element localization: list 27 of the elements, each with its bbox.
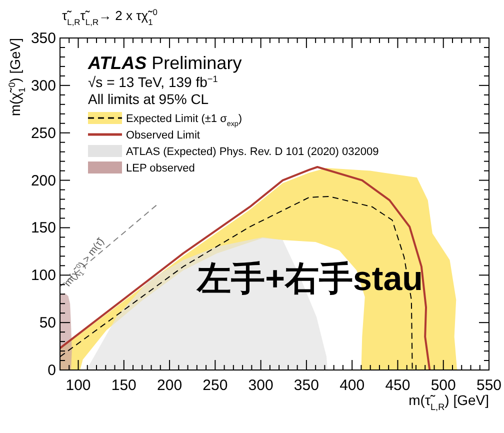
x-tick-label: 100	[66, 377, 91, 394]
x-tick-label: 150	[111, 377, 136, 394]
x-tick-label: 300	[248, 377, 274, 394]
x-tick-label: 250	[202, 377, 228, 394]
y-tick-label: 300	[30, 77, 56, 94]
annotation: All limits at 95% CL	[88, 91, 209, 107]
annotation: 左手+右手stau	[196, 260, 423, 298]
x-tick-label: 550	[476, 377, 502, 394]
legend-label: Expected Limit (±1 σ$_{exp}$)	[126, 113, 242, 128]
x-tick-label: 400	[340, 377, 365, 394]
legend-label: LEP observed	[126, 162, 195, 174]
x-tick-label: 450	[385, 377, 410, 394]
x-axis-title: m(τ̃$_{L,R}$) [GeV]	[408, 392, 489, 412]
legend-label: Observed Limit	[126, 130, 200, 142]
y-tick-label: 150	[30, 220, 56, 237]
x-tick-label: 200	[157, 377, 182, 394]
y-tick-label: 250	[30, 124, 56, 142]
legend-label: ATLAS (Expected) Phys. Rev. D 101 (2020) 032009	[126, 146, 379, 158]
y-tick-label: 100	[30, 267, 56, 284]
y-tick-label: 50	[39, 314, 56, 332]
y-tick-label: 350	[30, 30, 56, 47]
y-tick-label: 200	[30, 172, 56, 190]
x-tick-label: 350	[294, 377, 319, 394]
x-tick-label: 500	[430, 377, 456, 394]
annotation: ATLAS Preliminary	[87, 53, 242, 73]
y-tick-label: 0	[48, 362, 56, 379]
annotation: √s = 13 TeV, 139 fb$^{−1}$	[88, 74, 218, 90]
